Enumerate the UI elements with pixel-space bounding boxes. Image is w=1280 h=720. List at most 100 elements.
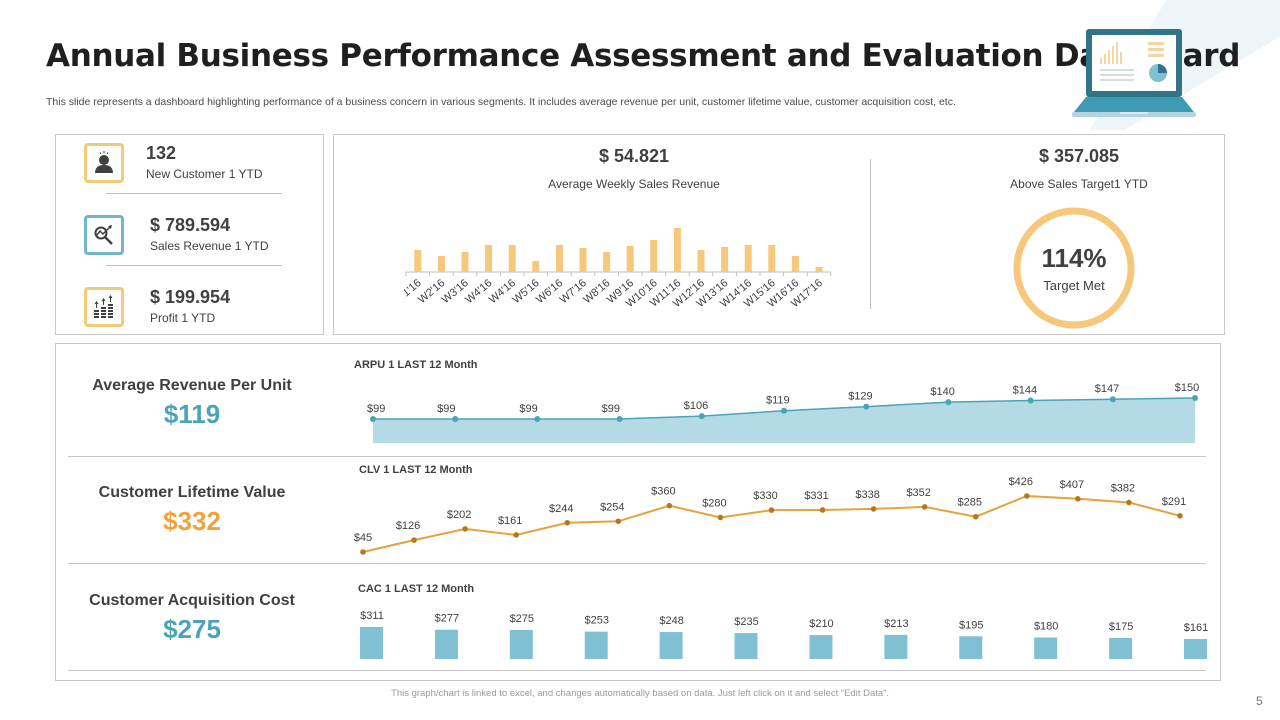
clv-chart: $45 $126 $202 $161 $244 $254 $360 $280 $330 $331 $… xyxy=(354,476,1186,555)
clv-point xyxy=(972,513,979,520)
clv-data-label: $126 xyxy=(396,520,420,532)
cac-bar xyxy=(659,632,683,659)
kpi-profit: $ 199.954 Profit 1 YTD xyxy=(84,287,314,337)
cac-data-label: $277 xyxy=(435,613,459,625)
target-ring xyxy=(1013,207,1135,329)
divider xyxy=(68,456,1206,457)
clv-point xyxy=(411,537,417,543)
weekly-bar xyxy=(555,245,563,272)
cac-bar xyxy=(360,627,383,659)
weekly-sales-value: $ 54.821 xyxy=(598,146,670,166)
cac-bar xyxy=(509,629,533,659)
clv-point xyxy=(462,526,468,532)
target-ring-arc xyxy=(1013,207,1135,329)
weekly-bar xyxy=(626,246,634,272)
arpu-point xyxy=(452,415,459,422)
clv-point xyxy=(666,502,673,509)
arpu-data-label: $150 xyxy=(1175,382,1199,394)
metrics-panel: Average Revenue Per Unit $119 ARPU 1 LAS… xyxy=(55,343,1221,681)
arpu-data-label: $140 xyxy=(930,386,954,398)
arpu-chart-title: ARPU 1 LAST 12 Month xyxy=(354,359,478,371)
arpu-data-label: $99 xyxy=(437,403,455,415)
weekly-bar xyxy=(673,228,681,272)
cac-bar xyxy=(434,629,458,659)
weekly-bar xyxy=(603,252,611,272)
clv-point xyxy=(1024,493,1030,499)
arpu-value: $119 xyxy=(163,399,221,429)
arpu-data-label: $99 xyxy=(602,403,620,415)
clv-data-label: $254 xyxy=(600,501,624,513)
clv-data-label: $202 xyxy=(447,509,471,521)
cac-bar xyxy=(1034,637,1058,659)
cac-bar xyxy=(734,633,758,659)
clv-line xyxy=(362,494,1181,553)
cac-label: Customer Acquisition Cost xyxy=(89,592,295,609)
clv-point xyxy=(870,506,877,512)
clv-value: $332 xyxy=(163,506,221,536)
cac-chart-title: CAC 1 LAST 12 Month xyxy=(358,583,475,595)
weekly-bar xyxy=(508,245,516,272)
weekly-bar xyxy=(744,245,752,272)
kpi-label: Sales Revenue 1 YTD xyxy=(150,239,269,253)
arpu-point xyxy=(1027,397,1034,404)
divider xyxy=(68,670,1206,671)
arpu-data-label: $106 xyxy=(684,400,708,412)
weekly-bar xyxy=(532,261,540,272)
footer-note: This graph/chart is linked to excel, and… xyxy=(391,688,889,699)
arpu-point xyxy=(1192,395,1198,401)
cac-data-label: $311 xyxy=(360,610,384,622)
clv-data-label: $291 xyxy=(1162,496,1186,508)
arpu-point xyxy=(534,415,541,422)
weekly-sales-label: Average Weekly Sales Revenue xyxy=(548,177,720,191)
target-value: $ 357.085 xyxy=(1038,146,1120,166)
clv-label: Customer Lifetime Value xyxy=(98,484,286,501)
clv-point xyxy=(513,532,519,538)
arpu-point xyxy=(698,413,705,420)
arpu-label: Average Revenue Per Unit xyxy=(92,377,292,394)
arpu-point xyxy=(1109,396,1116,403)
clv-data-label: $352 xyxy=(906,487,930,499)
clv-data-label: $338 xyxy=(855,489,879,501)
cac-data-label: $253 xyxy=(584,615,608,627)
weekly-sales-chart: W1'16W2'16W3'16W4'16W4'16W5'16W6'16W7'16… xyxy=(404,228,832,310)
weekly-bar xyxy=(461,252,469,272)
arpu-point xyxy=(863,403,870,410)
cac-data-label: $161 xyxy=(1184,622,1208,634)
kpi-new-customer: 132 New Customer 1 YTD xyxy=(84,143,314,194)
clv-data-label: $244 xyxy=(549,503,573,515)
revenue-analysis-icon xyxy=(84,215,124,255)
weekly-sales-panel: $ 54.821 Average Weekly Sales Revenue W1… xyxy=(333,134,1225,335)
cac-data-label: $275 xyxy=(510,613,534,625)
divider xyxy=(68,563,1206,564)
clv-data-label: $407 xyxy=(1060,479,1084,491)
page-subtitle: This slide represents a dashboard highli… xyxy=(46,96,956,108)
weekly-bar xyxy=(768,245,776,272)
kpi-label: Profit 1 YTD xyxy=(150,311,216,325)
kpi-panel: 132 New Customer 1 YTD $ 789.594 Sales R… xyxy=(55,134,324,335)
cac-data-label: $248 xyxy=(659,615,683,627)
clv-point xyxy=(564,519,571,526)
clv-data-label: $45 xyxy=(354,532,372,544)
clv-point xyxy=(768,507,775,513)
cac-bar xyxy=(584,631,608,659)
clv-chart-title: CLV 1 LAST 12 Month xyxy=(359,464,473,476)
divider xyxy=(870,159,871,309)
clv-point xyxy=(819,507,826,513)
clv-point xyxy=(921,504,928,510)
weekly-bar xyxy=(414,250,422,272)
divider xyxy=(106,193,282,194)
kpi-sales-revenue: $ 789.594 Sales Revenue 1 YTD xyxy=(84,215,314,266)
kpi-value: $ 789.594 xyxy=(150,215,231,235)
cac-bar xyxy=(884,634,908,659)
arpu-point xyxy=(370,415,376,422)
weekly-bar xyxy=(579,248,587,272)
cac-chart: $311 $277 $275 $253 $248 $235 $210 $213 $195 $180… xyxy=(360,610,1208,659)
arpu-point xyxy=(945,399,952,406)
cac-bar xyxy=(809,635,833,659)
clv-point xyxy=(1177,513,1183,519)
clv-point xyxy=(615,518,622,525)
divider xyxy=(106,265,282,266)
kpi-label: New Customer 1 YTD xyxy=(146,167,263,181)
kpi-value: $ 199.954 xyxy=(150,287,231,307)
arpu-data-label: $99 xyxy=(367,403,385,415)
